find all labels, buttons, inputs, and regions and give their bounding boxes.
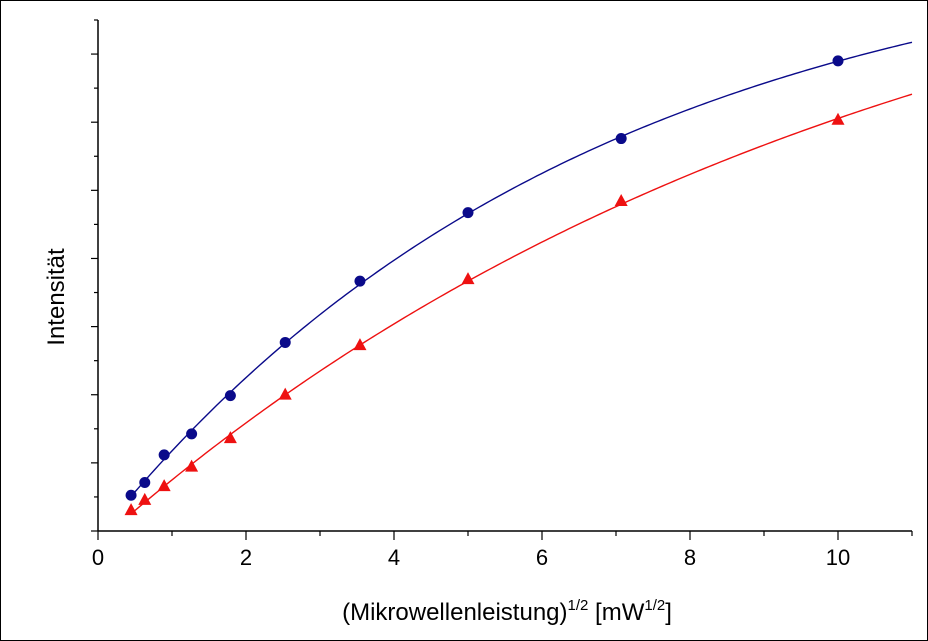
series-1-point [186, 428, 198, 440]
series-2-point [461, 272, 475, 285]
x-axis-title-part-1: (Mikrowellenleistung) [342, 599, 567, 626]
fit-curve-2 [130, 93, 913, 515]
series-1-point [125, 489, 137, 501]
x-axis-title: (Mikrowellenleistung)1/2 [mW1/2] [342, 597, 672, 626]
series-2-point [223, 431, 237, 444]
axes [91, 19, 913, 540]
data-points [124, 55, 845, 516]
series-1-point [279, 336, 291, 348]
series-1-point [224, 390, 236, 402]
series-1-point [139, 476, 151, 488]
series-1-point [832, 55, 844, 67]
series-1-point [615, 133, 627, 145]
series-1-point [354, 275, 366, 287]
series-2-point [831, 112, 845, 125]
x-tick-label: 6 [536, 545, 548, 570]
x-tick-label: 8 [684, 545, 696, 570]
series-1-point [158, 449, 170, 461]
tick-labels: 0 2 4 6 8 10 [92, 545, 850, 570]
fit-curve-1 [130, 41, 913, 497]
series-2-point [157, 479, 171, 492]
series-2-point [124, 503, 138, 516]
x-axis-title-sup-2: 1/2 [644, 597, 665, 614]
y-axis-title: Intensität [43, 248, 70, 346]
series-2-point [138, 492, 152, 505]
series-2-point [185, 459, 199, 472]
x-tick-label: 0 [92, 545, 104, 570]
x-axis-title-sup-1: 1/2 [568, 597, 589, 614]
series-2-point [614, 193, 628, 206]
series-1-point [462, 207, 474, 219]
fit-curves [130, 41, 913, 515]
x-tick-label: 2 [240, 545, 252, 570]
x-tick-label: 4 [388, 545, 400, 570]
x-axis-title-part-3: ] [665, 599, 672, 626]
series-2-point [353, 338, 367, 351]
series-2-point [278, 387, 292, 400]
x-axis-title-part-2: [mW [588, 599, 644, 626]
x-tick-label: 10 [826, 545, 850, 570]
